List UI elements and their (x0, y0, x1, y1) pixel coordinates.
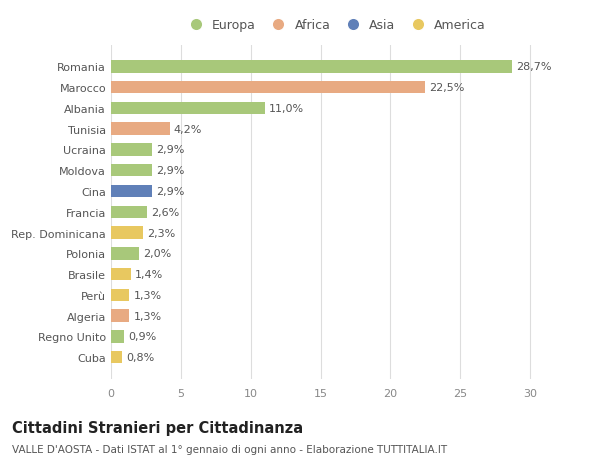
Bar (111, 330, 124, 343)
Text: 2,9%: 2,9% (156, 145, 184, 155)
Text: 1,3%: 1,3% (133, 311, 161, 321)
Text: Cittadini Stranieri per Cittadinanza: Cittadini Stranieri per Cittadinanza (12, 420, 303, 435)
Bar (111, 185, 152, 198)
Bar (111, 102, 265, 115)
Bar (111, 165, 152, 177)
Text: 2,9%: 2,9% (156, 166, 184, 176)
Bar (111, 289, 129, 302)
Text: 28,7%: 28,7% (516, 62, 551, 72)
Bar (111, 310, 129, 322)
Bar (111, 206, 148, 218)
Bar (111, 351, 122, 364)
Text: 22,5%: 22,5% (430, 83, 465, 93)
Bar (111, 123, 170, 135)
Text: 1,3%: 1,3% (133, 290, 161, 300)
Text: VALLE D'AOSTA - Dati ISTAT al 1° gennaio di ogni anno - Elaborazione TUTTITALIA.: VALLE D'AOSTA - Dati ISTAT al 1° gennaio… (12, 444, 447, 454)
Text: 1,4%: 1,4% (135, 269, 163, 280)
Text: 0,8%: 0,8% (127, 353, 155, 362)
Bar (111, 61, 512, 73)
Text: 4,2%: 4,2% (174, 124, 202, 134)
Legend: Europa, Africa, Asia, America: Europa, Africa, Asia, America (183, 19, 486, 32)
Bar (111, 227, 143, 239)
Text: 2,9%: 2,9% (156, 186, 184, 196)
Bar (111, 82, 425, 94)
Text: 2,0%: 2,0% (143, 249, 172, 259)
Text: 0,9%: 0,9% (128, 331, 156, 341)
Bar (111, 247, 139, 260)
Bar (111, 268, 131, 280)
Text: 2,6%: 2,6% (152, 207, 180, 217)
Bar (111, 144, 152, 157)
Text: 2,3%: 2,3% (148, 228, 176, 238)
Text: 11,0%: 11,0% (269, 104, 304, 114)
